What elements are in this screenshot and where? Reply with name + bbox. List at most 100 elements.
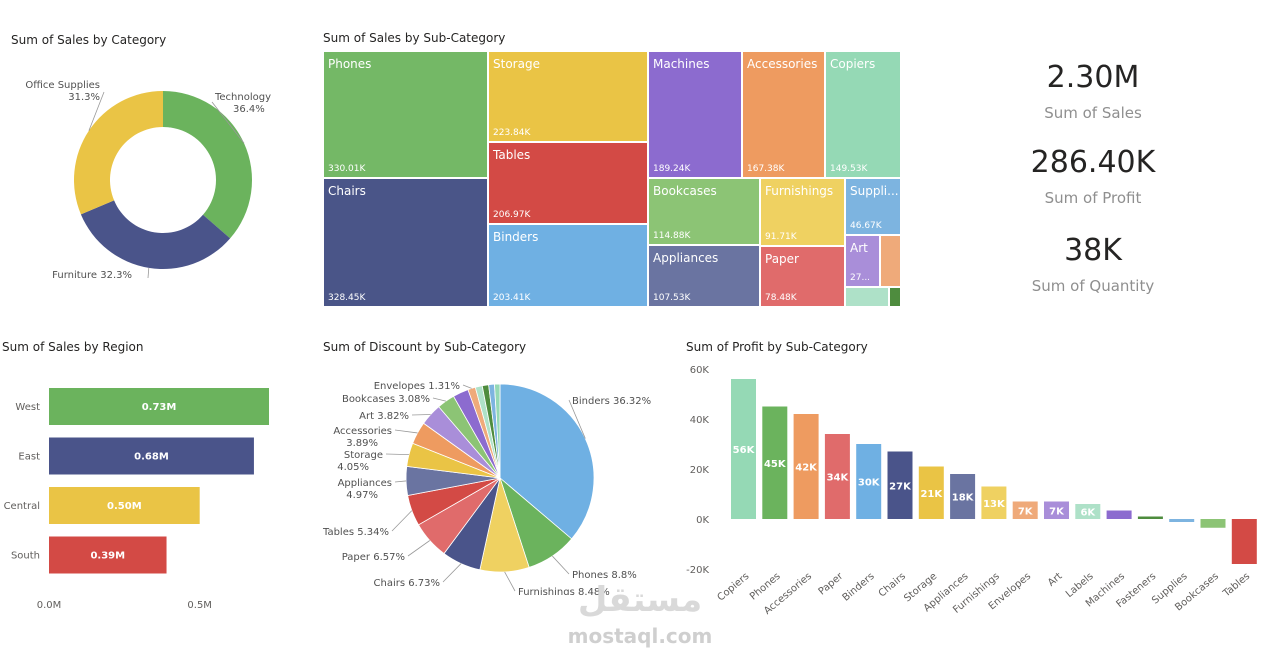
pie-label-appliances: Appliances [338,478,392,489]
donut-slice-furniture [80,200,231,269]
region-bar-east [49,437,254,475]
kpi-sales-label: Sum of Sales [1044,104,1142,122]
treemap-tile-name: Copiers [830,57,876,71]
region-bar-label-west: 0.73M [142,402,177,413]
region-category-west: West [15,402,40,413]
treemap-tile-name: Phones [328,57,372,71]
donut-label-furniture: Furniture 32.3% [52,270,132,281]
treemap-tile-name: Machines [653,57,710,71]
treemap-tile-copiers[interactable]: Copiers 149.53K [826,52,900,177]
treemap-tile-value: 46.67K [850,221,882,231]
donut-pct-office-supplies: 31.3% [68,92,100,103]
treemap-tile-small[interactable] [846,288,888,306]
profit-y-tick: 0K [696,515,709,526]
pie-leader-line [462,384,472,389]
treemap-tile-value: 78.48K [765,293,797,303]
region-category-central: Central [4,501,40,512]
treemap-tile-suppli[interactable]: Suppli... 46.67K [846,179,900,234]
watermark-arabic: مستقل [577,580,703,620]
donut-slice-office-supplies [74,91,163,215]
treemap-tile-value: 167.38K [747,164,785,174]
profit-bar-binders [856,444,882,519]
pie-label-binders: Binders 36.32% [572,396,651,407]
treemap-tile-value: 203.41K [493,293,531,303]
donut-chart-title: Sum of Sales by Category [11,33,167,47]
profit-bar-label-phones: 45K [764,459,787,470]
pie-pct-appliances: 4.97% [346,490,378,501]
pie-label-accessories: Accessories [333,426,392,437]
region-bar-south [49,536,167,574]
profit-x-tick-art: Art [1046,571,1065,589]
profit-bar-supplies [1169,519,1195,522]
treemap-title: Sum of Sales by Sub-Category [323,31,506,45]
pie-label-bookcases: Bookcases 3.08% [342,394,430,405]
pie-leader-line [568,399,586,439]
treemap-tile-value: 189.24K [653,164,691,174]
treemap-tile-small[interactable] [881,236,900,286]
treemap-tile-bookcases[interactable]: Bookcases 114.88K [649,179,759,244]
discount-chart-title: Sum of Discount by Sub-Category [323,340,527,354]
pie-label-paper: Paper 6.57% [342,552,405,563]
treemap-tile-furnishings[interactable]: Furnishings 91.71K [761,179,844,245]
treemap-tile-value: 206.97K [493,210,531,220]
treemap-tile-machines[interactable]: Machines 189.24K [649,52,741,177]
treemap-tile-tables[interactable]: Tables 206.97K [489,143,647,223]
treemap-tile-appliances[interactable]: Appliances 107.53K [649,246,759,306]
profit-y-tick: 20K [690,465,710,476]
treemap-tile-value: 330.01K [328,164,366,174]
pie-leader-line [394,429,418,434]
treemap-tile-art[interactable]: Art 27... [846,236,879,286]
kpi-profit-label: Sum of Profit [1044,189,1142,207]
kpi-quantity-label: Sum of Quantity [1031,277,1155,295]
region-x-tick: 0.5M [187,600,212,611]
pie-pct-accessories: 3.89% [346,438,378,449]
treemap-tile-accessories[interactable]: Accessories 167.38K [743,52,824,177]
treemap-tile-name: Tables [493,148,531,162]
profit-x-tick-copiers: Copiers [715,571,751,604]
kpi-quantity-value: 38K [1064,233,1122,268]
donut-slice-technology [163,91,252,239]
treemap-tile-name: Suppli... [850,184,899,198]
treemap-tile-chairs[interactable]: Chairs 328.45K [324,179,487,306]
treemap-tile-value: 107.53K [653,293,691,303]
pie-pct-storage: 4.05% [337,462,369,473]
profit-bar-label-chairs: 27K [889,481,912,492]
pie-leader-line [432,397,446,402]
treemap-tile-name: Appliances [653,251,719,265]
profit-by-subcategory-column-chart[interactable]: 60K40K20K0K-20K56KCopiers45KPhones42KAcc… [680,355,1280,650]
sales-by-subcategory-treemap[interactable]: Phones 330.01K Storage 223.84K Machines 189.2… [324,52,902,308]
treemap-tile-storage[interactable]: Storage 223.84K [489,52,647,141]
watermark-latin: mostaql.com [567,624,713,648]
profit-bar-label-envelopes: 7K [1018,506,1034,517]
treemap-tile-binders[interactable]: Binders 203.41K [489,225,647,306]
profit-bar-label-binders: 30K [858,478,881,489]
treemap-tile-paper[interactable]: Paper 78.48K [761,247,844,306]
profit-x-tick-tables: Tables [1221,571,1253,600]
profit-bar-labels [1075,504,1101,519]
treemap-tile-value: 114.88K [653,231,691,241]
profit-chart-title: Sum of Profit by Sub-Category [686,340,868,354]
profit-bar-bookcases [1200,519,1226,528]
treemap-tile-name: Furnishings [765,184,834,198]
discount-by-subcategory-pie[interactable]: Binders 36.32% Phones 8.8% Furnishings 8.4… [310,365,680,595]
profit-bar-label-labels: 6K [1080,508,1096,519]
profit-bar-label-paper: 34K [827,473,850,484]
region-category-south: South [11,551,40,562]
treemap-tile-small[interactable] [890,288,900,306]
pie-label-tables: Tables 5.34% [322,527,389,538]
pie-label-phones: Phones 8.8% [572,570,637,581]
treemap-tile-name: Binders [493,230,539,244]
pie-label-furnishings: Furnishings 8.48% [518,587,610,595]
pie-leader-line [394,480,407,483]
sales-by-region-bar-chart[interactable]: West 0.73M East 0.68M Central 0.50M South 0.39M… [0,370,300,620]
profit-bar-machines [1106,510,1132,519]
pie-label-envelopes: Envelopes 1.31% [374,381,460,392]
donut-pct-technology: 36.4% [233,104,265,115]
profit-bar-phones [762,406,788,519]
treemap-tile-value: 27... [850,273,871,283]
treemap-tile-phones[interactable]: Phones 330.01K [324,52,487,177]
region-bar-central [49,487,200,524]
profit-y-tick: -20K [686,565,709,576]
profit-bar-label-furnishings: 13K [983,499,1006,510]
